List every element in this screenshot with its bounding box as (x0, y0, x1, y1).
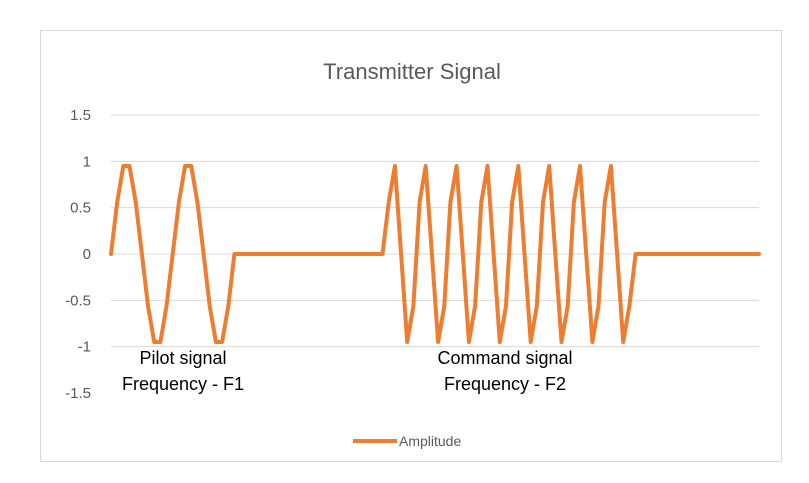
y-tick-label: -1.5 (65, 385, 91, 402)
y-axis-ticks: 1.5 1 0.5 0 -0.5 -1 -1.5 (65, 107, 91, 402)
legend-label: Amplitude (399, 433, 461, 449)
chart-area: Transmitter Signal 1.5 1 0.5 0 -0.5 -1 -1.5 Pi… (40, 30, 782, 462)
series-layer (109, 164, 761, 344)
y-tick-label: 1.5 (70, 107, 91, 124)
y-tick-label: 0.5 (70, 200, 91, 217)
legend: Amplitude (353, 433, 461, 449)
y-tick-label: -0.5 (65, 292, 91, 309)
chart-title: Transmitter Signal (323, 59, 501, 84)
annotation-command-line2: Frequency - F2 (444, 374, 566, 394)
y-tick-label: -1 (78, 339, 91, 356)
y-tick-label: 0 (83, 246, 91, 263)
y-tick-label: 1 (83, 153, 91, 170)
series-line-amplitude (109, 164, 761, 344)
annotation-pilot-line2: Frequency - F1 (122, 374, 244, 394)
chart: Transmitter Signal 1.5 1 0.5 0 -0.5 -1 -1.5 Pi… (65, 59, 761, 449)
annotation-pilot-line1: Pilot signal (139, 348, 226, 368)
annotation-command-line1: Command signal (437, 348, 572, 368)
